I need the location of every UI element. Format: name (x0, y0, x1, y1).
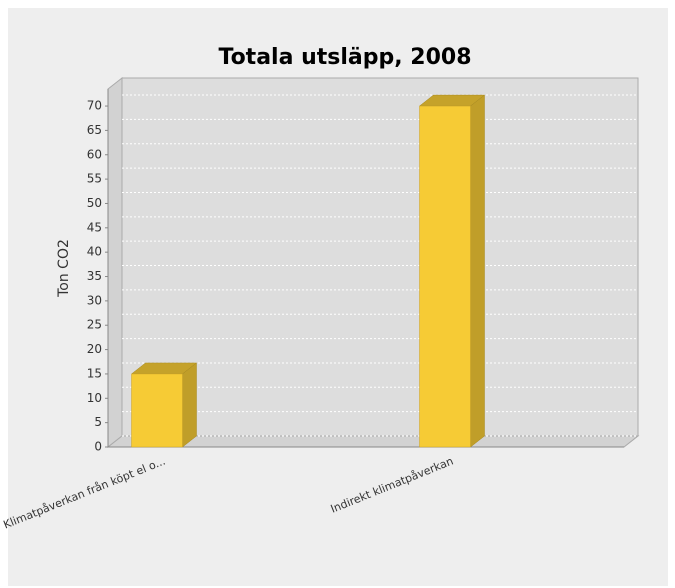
y-tick-label: 10 (87, 391, 102, 405)
y-tick-label: 70 (87, 99, 102, 113)
y-tick-label: 5 (94, 415, 102, 429)
left-wall (107, 76, 123, 449)
chart-title: Totala utsläpp, 2008 (218, 45, 471, 70)
y-tick-label: 65 (87, 123, 102, 137)
y-tick-label: 30 (87, 293, 102, 307)
bar (419, 105, 471, 448)
bar-side (470, 94, 485, 448)
y-tick-label: 60 (87, 147, 102, 161)
y-tick-label: 35 (87, 269, 102, 283)
back-wall (121, 77, 639, 437)
y-tick-label: 15 (87, 366, 102, 380)
y-tick-label: 55 (87, 172, 102, 186)
y-tick-label: 0 (94, 440, 102, 454)
y-tick-label: 45 (87, 220, 102, 234)
bar (131, 373, 183, 448)
y-axis-label: Ton CO2 (56, 239, 72, 298)
y-tick-label: 40 (87, 245, 102, 259)
y-tick-label: 20 (87, 342, 102, 356)
y-tick-label: 50 (87, 196, 102, 210)
bar-side (182, 362, 197, 448)
y-tick-label: 25 (87, 318, 102, 332)
